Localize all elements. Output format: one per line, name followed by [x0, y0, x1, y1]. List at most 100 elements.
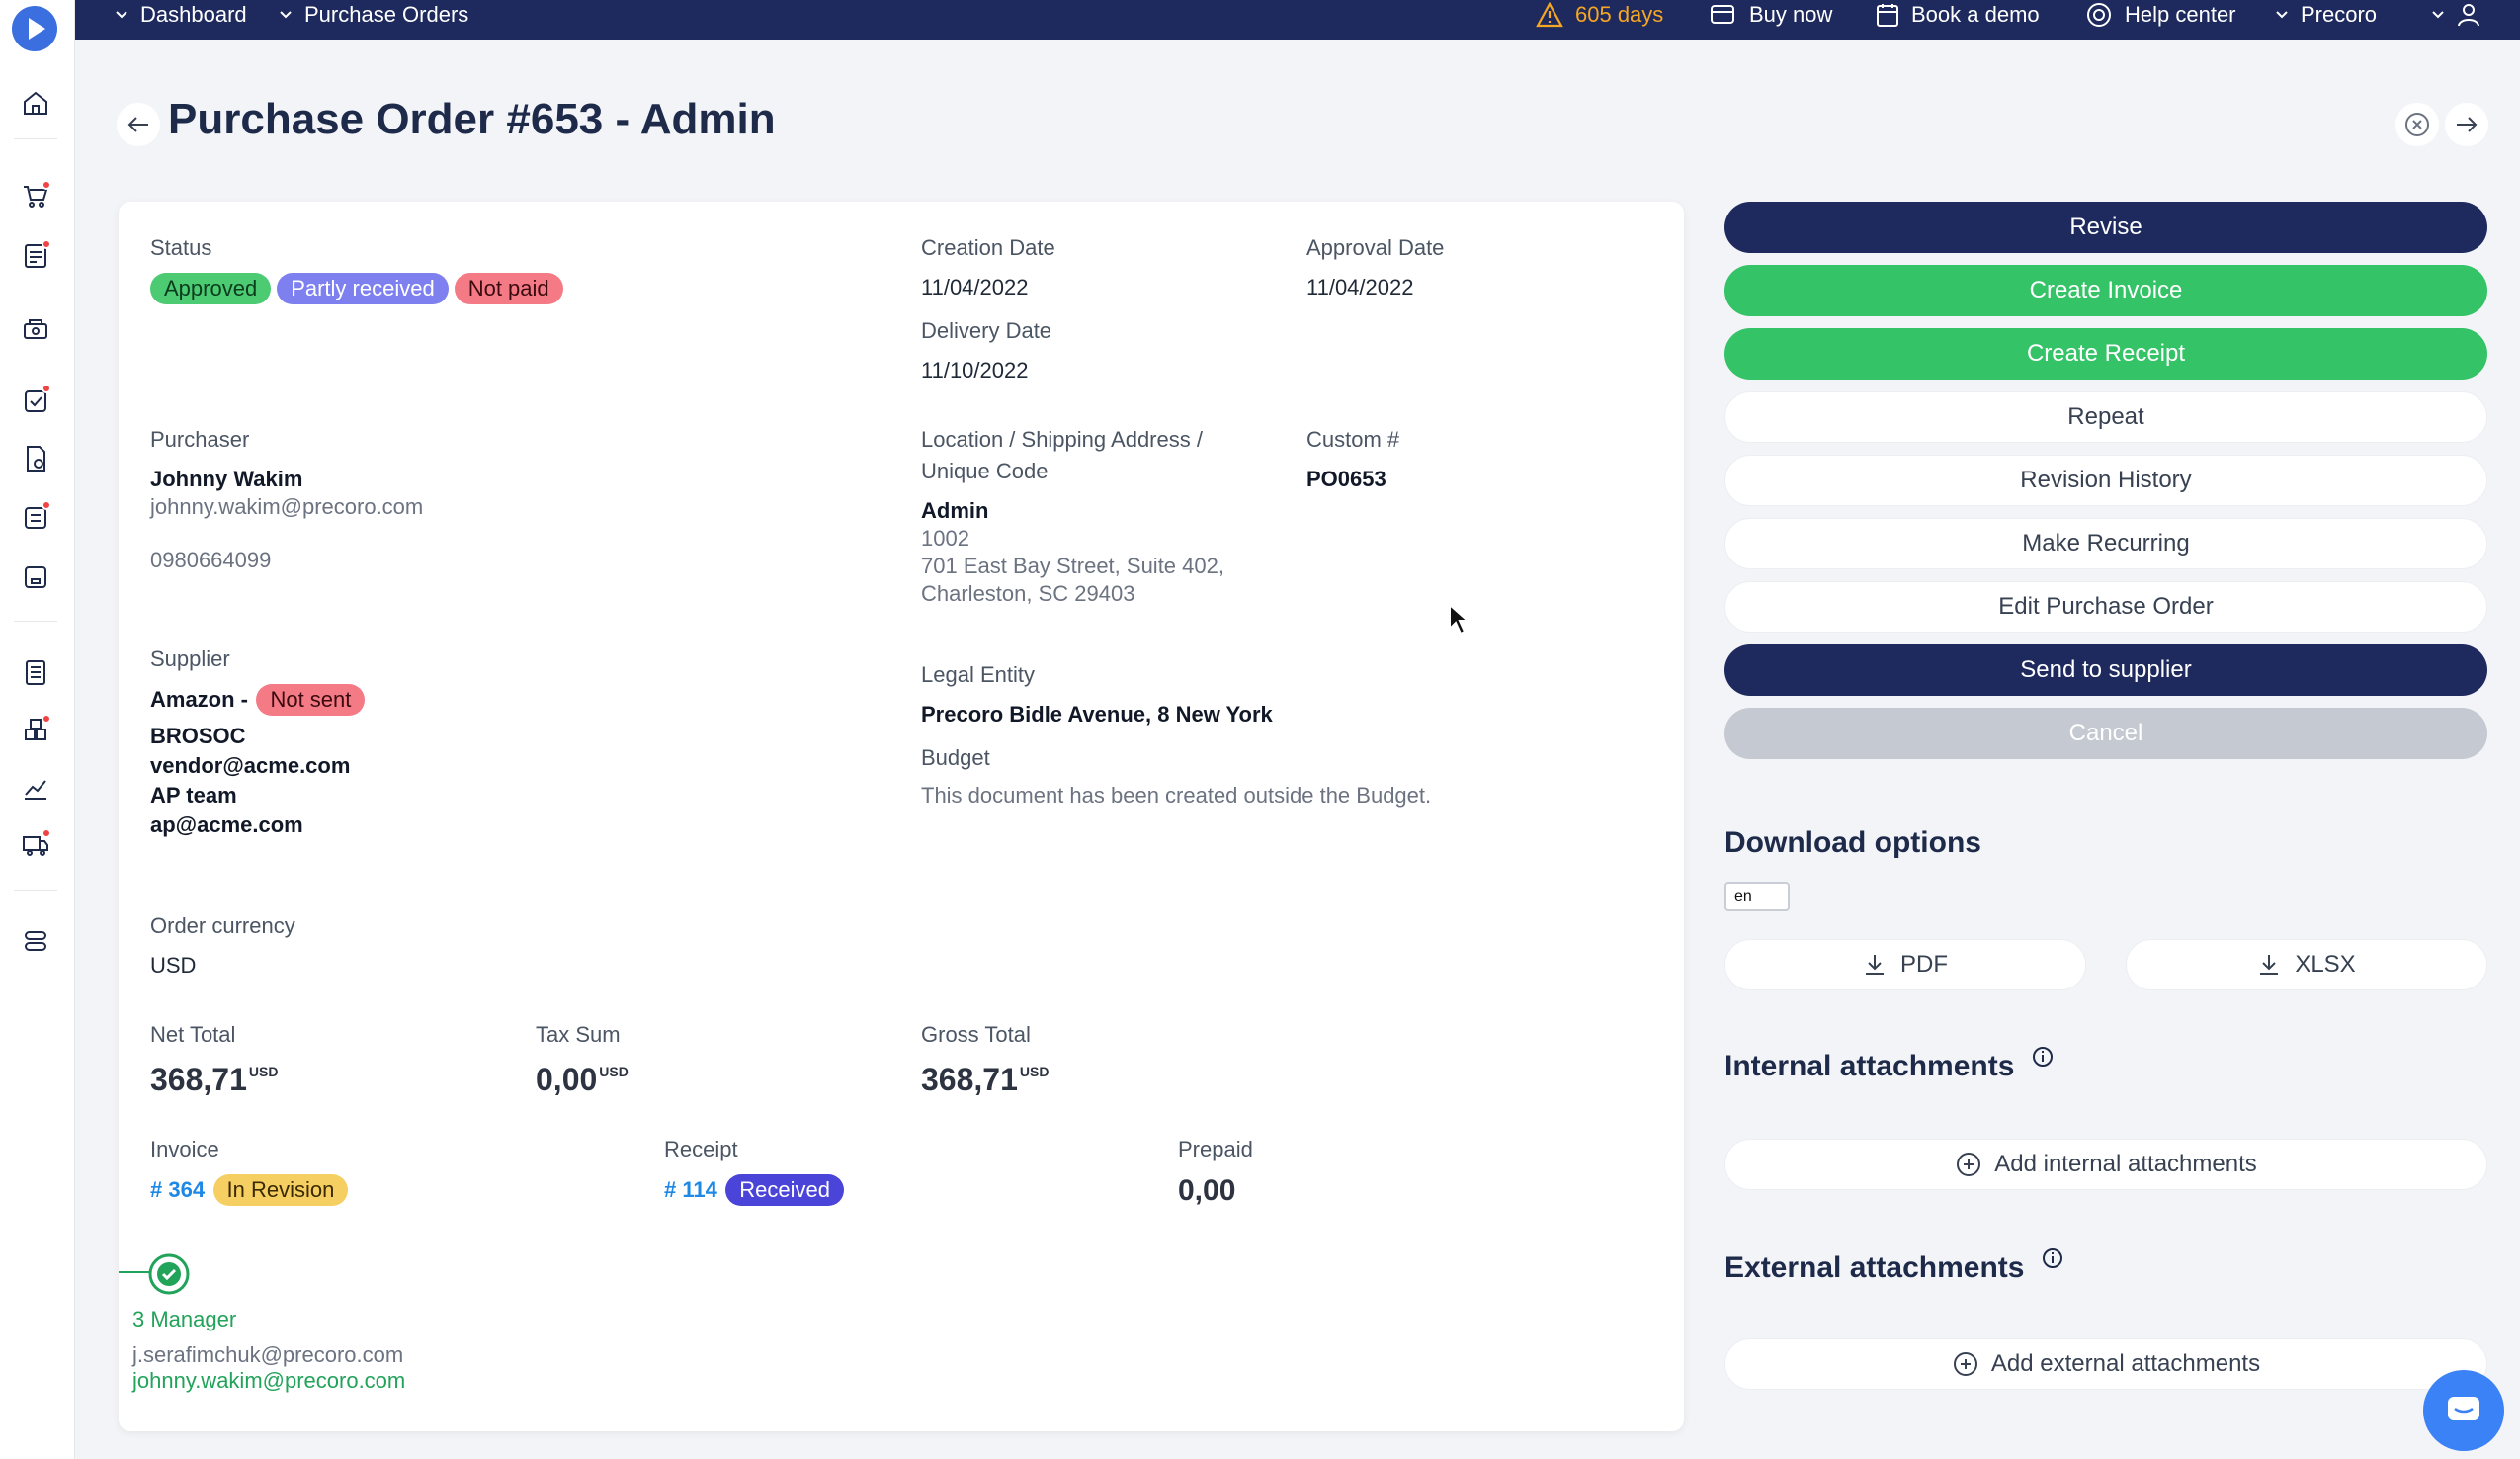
- receipt-label: Receipt: [664, 1137, 738, 1161]
- trial-days-label: 605 days: [1575, 2, 1664, 27]
- approval-check-icon: [148, 1253, 190, 1300]
- invoices-icon[interactable]: [20, 443, 51, 474]
- top-bar: Dashboard Purchase Orders 605 days Buy n…: [75, 0, 2520, 40]
- notification-dot: [42, 180, 51, 190]
- location-address-2: Charleston, SC 29403: [921, 581, 1135, 606]
- currency-label: Order currency: [150, 913, 295, 938]
- approval-date-value: 11/04/2022: [1306, 275, 1414, 300]
- calendar-icon: [1877, 4, 1898, 27]
- receipts-icon[interactable]: [20, 384, 51, 415]
- custom-number-label: Custom #: [1306, 427, 1400, 452]
- approval-line: [119, 1271, 150, 1273]
- creation-date-value: 11/04/2022: [921, 275, 1029, 300]
- supplier-status-badge: Not sent: [256, 684, 366, 716]
- inventory-icon[interactable]: [20, 500, 51, 532]
- prepaid-value: 0,00: [1178, 1174, 1236, 1207]
- chevron-down-icon: [116, 11, 127, 19]
- invoice-label: Invoice: [150, 1137, 219, 1161]
- supplier-row: Amazon - Not sent: [150, 684, 371, 716]
- internal-attachments-title: Internal attachments: [1724, 1046, 2054, 1083]
- chat-widget-button[interactable]: [2423, 1370, 2504, 1451]
- breadcrumb-purchase-orders[interactable]: Purchase Orders: [279, 0, 468, 30]
- purchase-orders-icon[interactable]: [20, 239, 51, 271]
- create-invoice-button[interactable]: Create Invoice: [1724, 265, 2487, 316]
- location-label: Location / Shipping Address /: [921, 427, 1203, 452]
- currency-value: USD: [150, 953, 197, 978]
- internal-attachments-label: Internal attachments: [1724, 1050, 2015, 1082]
- book-demo-link[interactable]: Book a demo: [1876, 0, 2040, 30]
- repeat-button[interactable]: Repeat: [1724, 391, 2487, 443]
- analytics-icon[interactable]: [20, 773, 51, 805]
- make-recurring-button[interactable]: Make Recurring: [1724, 518, 2487, 569]
- trial-warning[interactable]: 605 days: [1536, 0, 1663, 30]
- add-internal-attachments-button[interactable]: Add internal attachments: [1724, 1139, 2487, 1190]
- notification-dot: [42, 239, 51, 249]
- breadcrumb-dashboard[interactable]: Dashboard: [115, 0, 247, 30]
- catalog-icon[interactable]: [20, 714, 51, 745]
- create-receipt-button[interactable]: Create Receipt: [1724, 328, 2487, 380]
- tax-sum-value: 0,00 USD: [536, 1062, 629, 1097]
- home-icon[interactable]: [20, 87, 51, 119]
- tax-sum-label: Tax Sum: [536, 1022, 621, 1047]
- delivery-date-value: 11/10/2022: [921, 358, 1029, 383]
- user-menu[interactable]: [2431, 0, 2492, 30]
- add-internal-attachments-label: Add internal attachments: [1994, 1151, 2257, 1177]
- sidebar-divider: [14, 138, 57, 139]
- suppliers-icon[interactable]: [20, 312, 51, 344]
- budgets-icon[interactable]: [20, 656, 51, 688]
- language-select[interactable]: en: [1724, 882, 1790, 911]
- delivery-icon[interactable]: [20, 828, 51, 860]
- cancel-button[interactable]: Cancel: [1724, 708, 2487, 759]
- page-title: Purchase Order #653 - Admin: [168, 95, 776, 143]
- chevron-down-icon: [2432, 11, 2444, 19]
- location-label-2: Unique Code: [921, 459, 1049, 483]
- next-button[interactable]: [2445, 103, 2488, 146]
- delivery-date-label: Delivery Date: [921, 318, 1052, 343]
- add-external-attachments-button[interactable]: Add external attachments: [1724, 1338, 2487, 1390]
- company-label: Precoro: [2301, 2, 2378, 27]
- invoice-link[interactable]: # 364: [150, 1177, 206, 1202]
- purchaser-email: johnny.wakim@precoro.com: [150, 494, 424, 519]
- status-badges: Approved Partly received Not paid: [150, 273, 569, 304]
- net-total-label: Net Total: [150, 1022, 236, 1047]
- download-xlsx-button[interactable]: XLSX: [2126, 939, 2487, 990]
- close-circle-icon: [2405, 113, 2429, 136]
- revision-history-button[interactable]: Revision History: [1724, 455, 2487, 506]
- info-icon[interactable]: [2042, 1247, 2063, 1269]
- location-name: Admin: [921, 498, 989, 523]
- back-button[interactable]: [117, 103, 160, 146]
- credit-card-icon: [1711, 5, 1734, 24]
- notification-dot: [42, 828, 51, 838]
- settings-icon[interactable]: [20, 925, 51, 957]
- download-pdf-button[interactable]: PDF: [1724, 939, 2086, 990]
- send-to-supplier-button[interactable]: Send to supplier: [1724, 644, 2487, 696]
- order-details-card: Status Approved Partly received Not paid C…: [119, 202, 1684, 1431]
- company-switcher[interactable]: Precoro: [2275, 0, 2377, 30]
- help-center-link[interactable]: Help center: [2085, 0, 2236, 30]
- warehouse-icon[interactable]: [20, 559, 51, 591]
- close-button[interactable]: [2395, 103, 2439, 146]
- external-attachments-title: External attachments: [1724, 1247, 2063, 1285]
- pdf-label: PDF: [1900, 951, 1948, 978]
- net-total-value: 368,71 USD: [150, 1062, 279, 1097]
- sidebar: [0, 0, 75, 1459]
- invoice-row: # 364 In Revision: [150, 1174, 354, 1206]
- buy-now-link[interactable]: Buy now: [1710, 0, 1832, 30]
- status-badge-received: Partly received: [277, 273, 449, 304]
- info-icon[interactable]: [2032, 1046, 2054, 1068]
- supplier-line: BROSOC: [150, 724, 246, 748]
- edit-purchase-order-button[interactable]: Edit Purchase Order: [1724, 581, 2487, 633]
- user-icon: [2458, 4, 2479, 27]
- receipt-row: # 114 Received: [664, 1174, 850, 1206]
- prepaid-label: Prepaid: [1178, 1137, 1253, 1161]
- purchaser-phone: 0980664099: [150, 548, 272, 572]
- precoro-logo-icon[interactable]: [12, 6, 57, 51]
- revise-button[interactable]: Revise: [1724, 202, 2487, 253]
- budget-note: This document has been created outside t…: [921, 783, 1432, 808]
- approver-email: johnny.wakim@precoro.com: [132, 1368, 406, 1393]
- add-external-attachments-label: Add external attachments: [1990, 1350, 2261, 1377]
- chat-icon: [2448, 1397, 2479, 1420]
- purchase-requests-icon[interactable]: [20, 180, 51, 212]
- supplier-line: ap@acme.com: [150, 813, 303, 837]
- receipt-link[interactable]: # 114: [664, 1177, 717, 1202]
